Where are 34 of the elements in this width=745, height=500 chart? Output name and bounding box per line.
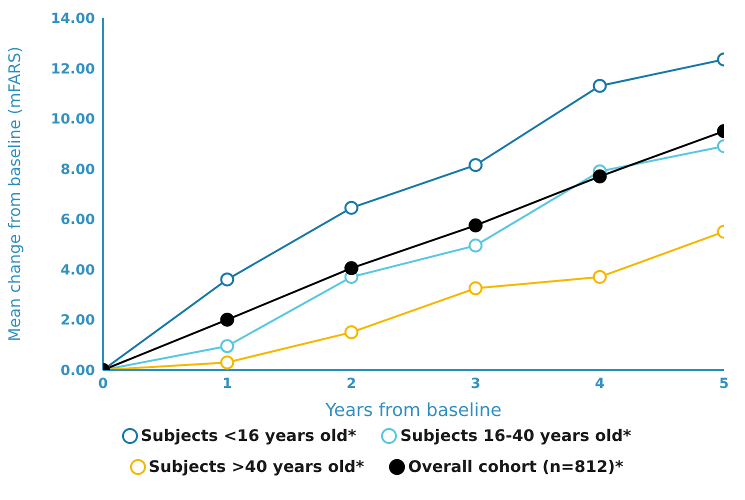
legend-label: Subjects <16 years old* (140, 426, 356, 445)
legend-label: Subjects 16-40 years old* (400, 426, 632, 445)
point (220, 339, 234, 354)
point (592, 78, 607, 93)
point (344, 200, 358, 215)
legend-label: Subjects >40 years old* (148, 457, 364, 476)
x-tick-label: 2 (346, 376, 356, 392)
point (468, 238, 483, 253)
x-axis-title: Years from baseline (324, 400, 502, 421)
point (220, 272, 234, 286)
y-tick-label: 2.00 (60, 312, 96, 329)
legend-label: Overall cohort (n=812)* (408, 457, 624, 476)
x-tick-label: 5 (719, 376, 729, 392)
point (468, 281, 483, 296)
y-tick-label: 14.00 (50, 10, 96, 27)
x-tick-label: 3 (470, 376, 480, 392)
y-tick-label: 8.00 (60, 162, 96, 178)
x-tick-label: 0 (98, 376, 108, 392)
point (468, 218, 483, 232)
point (592, 169, 607, 184)
y-tick-label: 6.00 (60, 212, 96, 228)
y-tick-label: 10.00 (50, 112, 96, 128)
x-tick-label: 1 (222, 376, 232, 392)
point (344, 325, 358, 340)
y-tick-label: 0.00 (60, 362, 96, 379)
x-tick-label: 4 (594, 376, 605, 392)
point (220, 312, 234, 327)
point (220, 355, 234, 370)
point (468, 158, 483, 172)
point (344, 261, 358, 276)
y-tick-label: 12.00 (50, 61, 96, 78)
y-tick-label: 4.00 (60, 262, 96, 278)
point (592, 270, 607, 284)
y-axis-title: Mean change from baseline (mFARS) (5, 46, 24, 342)
